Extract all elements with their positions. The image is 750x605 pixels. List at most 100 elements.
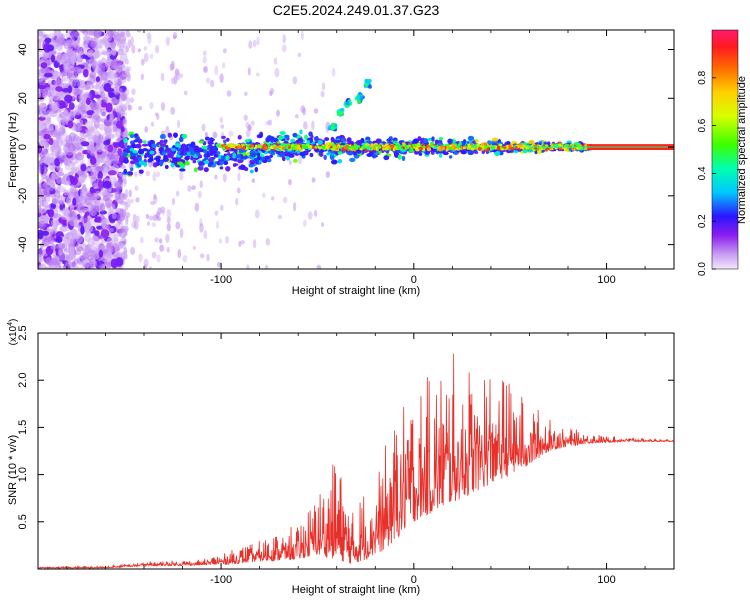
spectral-blob [277, 214, 282, 220]
spectral-blob [273, 57, 278, 65]
spectral-blob [100, 112, 106, 117]
spectral-blob [40, 62, 48, 69]
spectral-blob [82, 263, 92, 269]
y-tick-label: 1.5 [17, 420, 29, 435]
spectral-blob [135, 143, 142, 149]
spectral-blob [56, 37, 66, 45]
spectral-blob [241, 165, 246, 170]
spectral-blob [337, 144, 341, 148]
spectral-blob [231, 143, 234, 148]
spectral-blob [137, 157, 142, 162]
spectral-blob [175, 221, 181, 230]
spectral-blob [508, 144, 512, 148]
spectral-blob [341, 137, 345, 142]
spectral-blob [386, 138, 391, 142]
spectral-blob [396, 144, 401, 148]
spectral-blob [172, 35, 177, 40]
spectral-blob [203, 65, 209, 74]
spectral-blob [104, 198, 113, 208]
spectral-blob [540, 146, 544, 151]
x-tick-label: 100 [597, 274, 615, 286]
spectral-blob [129, 167, 134, 172]
spectral-blob [214, 210, 219, 216]
spectral-blob [86, 144, 96, 154]
spectral-blob [412, 143, 417, 148]
spectral-blob [129, 134, 135, 139]
spectral-blob [263, 143, 267, 148]
spectral-blob [55, 86, 63, 92]
spectral-blob [462, 146, 466, 150]
snr-x-axis: -100 0 100 [66, 333, 646, 586]
spectral-blob [84, 128, 91, 134]
spectral-blob [83, 217, 90, 222]
spectral-blob [79, 94, 85, 100]
spectral-blob [114, 130, 122, 138]
spectral-blob [68, 111, 77, 117]
spectral-blob [161, 151, 166, 155]
spectral-blob [257, 145, 262, 149]
spectral-blob [155, 171, 161, 178]
spectral-blob [487, 140, 492, 146]
spectral-blob [119, 227, 125, 234]
spectral-blob [355, 140, 363, 146]
spectral-blob [324, 137, 330, 142]
spectral-blob [96, 225, 102, 230]
spectral-blob [111, 164, 120, 172]
spectral-blob [349, 157, 356, 163]
spectral-blob [38, 39, 42, 50]
spectral-blob [203, 160, 210, 164]
spectral-blob [100, 91, 106, 99]
spectral-blob [142, 140, 147, 144]
spectral-blob [45, 256, 53, 266]
spectral-blob [150, 121, 155, 127]
spectral-blob [373, 146, 377, 151]
spectral-blob [40, 164, 45, 175]
spectral-blob [453, 151, 459, 155]
spectral-blob [117, 148, 123, 157]
spectral-blob [76, 266, 85, 269]
spectral-blob [82, 248, 88, 258]
spectral-blob [43, 181, 48, 190]
spectral-blob [142, 143, 149, 147]
spectral-blob [107, 71, 115, 81]
spectral-blob [442, 151, 449, 156]
spectral-blob [61, 76, 69, 82]
spectral-blob [124, 253, 128, 260]
spectral-blob [38, 215, 48, 225]
x-tick-label: -100 [210, 574, 232, 586]
spectral-blob [584, 143, 588, 147]
spectral-blob [187, 185, 192, 192]
spectral-blob [201, 145, 208, 150]
spectral-blob [89, 209, 97, 216]
spectral-blob [330, 150, 336, 154]
spectral-blob [519, 146, 525, 150]
spectral-blob [179, 152, 185, 156]
spectral-blob [438, 153, 443, 158]
spectral-blob [84, 120, 94, 129]
spectral-blob [103, 30, 112, 37]
spectral-blob [149, 53, 154, 60]
spectral-blob [105, 156, 110, 167]
spectral-blob [146, 154, 153, 158]
spectral-blob [448, 155, 453, 159]
snr-y-label: SNR (10 * v/v) [7, 435, 19, 505]
spectral-blob [122, 118, 128, 127]
spectral-blob [73, 229, 82, 239]
spectral-blob [94, 222, 101, 227]
spectral-blob [68, 30, 77, 38]
spectral-blob [63, 66, 70, 72]
spectral-blob [155, 113, 160, 121]
spectral-blob [282, 196, 288, 204]
spectral-blob [114, 191, 119, 202]
spectral-blob [356, 96, 361, 101]
spectral-blob [401, 155, 406, 161]
spectral-blob [367, 146, 372, 151]
spectral-blob [231, 153, 237, 159]
spectral-blob [295, 147, 299, 151]
spectral-blob [93, 49, 102, 58]
snr-frame [37, 332, 675, 570]
spectral-blob [184, 155, 190, 161]
spectral-blob [180, 144, 185, 149]
spectral-blob [476, 143, 480, 147]
spectral-blob [85, 97, 91, 106]
